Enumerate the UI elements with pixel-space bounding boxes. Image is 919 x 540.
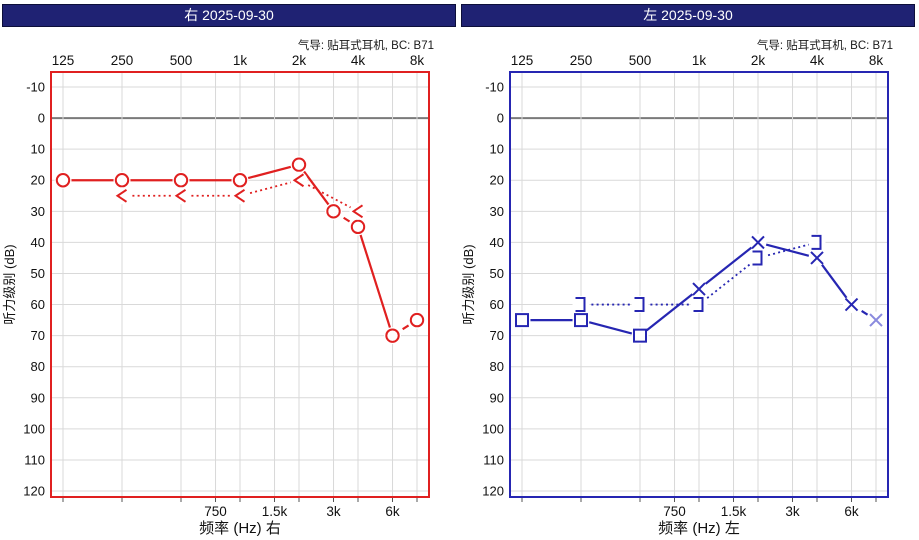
top-freq-label: 250 [570, 53, 593, 68]
x-axis-title: 频率 (Hz) 右 [199, 520, 281, 536]
audiogram-panel-left-ear: 左 2025-09-30 气导: 贴耳式耳机, BC: B71 -10 0 10 20… [461, 4, 915, 536]
grid [510, 72, 888, 502]
y-tick-label: 70 [31, 328, 45, 343]
bottom-freq-label: 1.5k [721, 504, 747, 519]
y-tick-label: 80 [490, 359, 504, 374]
air-conduction-right-markers [54, 156, 426, 345]
y-tick-label: 50 [490, 266, 504, 281]
top-freq-label: 4k [810, 53, 825, 68]
panel-title: 左 2025-09-30 [643, 7, 733, 23]
top-freq-label: 2k [292, 53, 307, 68]
grid [51, 72, 429, 502]
top-freq-label: 8k [869, 53, 884, 68]
air-conduction-left-markers [513, 233, 885, 345]
bottom-freq-label: 1.5k [262, 504, 288, 519]
transducer-info: 气导: 贴耳式耳机, BC: B71 [756, 40, 893, 52]
transducer-info: 气导: 贴耳式耳机, BC: B71 [297, 40, 434, 52]
bottom-freq-label: 3k [326, 504, 341, 519]
y-tick-label: -10 [26, 80, 45, 95]
bottom-freq-label: 6k [385, 504, 400, 519]
top-freq-label: 125 [52, 53, 75, 68]
bottom-freq-label: 6k [844, 504, 859, 519]
panel-title: 右 2025-09-30 [184, 7, 274, 23]
y-tick-label: 60 [490, 297, 504, 312]
panel-title-bar: 左 2025-09-30 [461, 4, 915, 27]
top-freq-label: 4k [351, 53, 366, 68]
y-tick-label: 10 [31, 142, 45, 157]
top-freq-label: 500 [629, 53, 652, 68]
bottom-freq-label: 750 [204, 504, 227, 519]
bone-conduction-right-line [122, 179, 359, 213]
y-tick-label: 0 [38, 111, 45, 126]
y-tick-label: 50 [31, 266, 45, 281]
y-tick-label: 40 [31, 235, 45, 250]
y-tick-label: 40 [490, 235, 504, 250]
y-tick-label: 90 [490, 390, 504, 405]
y-tick-label: 120 [23, 484, 45, 499]
y-tick-label: 30 [31, 204, 45, 219]
y-axis-title: 听力级别 (dB) [461, 244, 476, 324]
y-tick-label: 120 [482, 484, 504, 499]
y-tick-label: 60 [31, 297, 45, 312]
x-axis-title: 频率 (Hz) 左 [658, 520, 740, 536]
y-tick-label: 70 [490, 328, 504, 343]
bone-conduction-left-line [581, 241, 818, 306]
panel-title-bar: 右 2025-09-30 [2, 4, 456, 27]
top-freq-label: 8k [410, 53, 425, 68]
top-freq-label: 125 [511, 53, 534, 68]
bottom-freq-label: 750 [663, 504, 686, 519]
bottom-freq-label: 3k [785, 504, 800, 519]
audiogram-panel-right-ear: 右 2025-09-30 气导: 贴耳式耳机, BC: B71 -10 0 10 20… [2, 4, 456, 536]
y-tick-label: 10 [490, 142, 504, 157]
audiogram-chart-left-ear: -10 0 10 20 30 40 50 60 70 80 90 100 110 120 125 250 500… [461, 53, 889, 536]
y-tick-label: 90 [31, 390, 45, 405]
y-axis-title: 听力级别 (dB) [2, 244, 17, 324]
y-tick-label: 100 [482, 421, 504, 436]
top-freq-label: 250 [111, 53, 134, 68]
top-freq-label: 1k [233, 53, 248, 68]
y-tick-label: 80 [31, 359, 45, 374]
top-freq-label: 2k [751, 53, 766, 68]
y-tick-label: 20 [31, 173, 45, 188]
y-tick-label: 30 [490, 204, 504, 219]
y-tick-label: 0 [497, 111, 504, 126]
y-tick-label: 110 [483, 452, 504, 467]
plot-border [509, 71, 889, 498]
top-freq-label: 1k [692, 53, 707, 68]
y-tick-label: 110 [24, 452, 45, 467]
bone-conduction-left-markers [572, 233, 826, 314]
y-tick-label: 20 [490, 173, 504, 188]
plot-border [50, 71, 430, 498]
y-tick-label: 100 [23, 421, 45, 436]
audiogram-chart-right-ear: -10 0 10 20 30 40 50 60 70 80 90 100 110 120 125 250 500… [2, 53, 430, 536]
top-freq-label: 500 [170, 53, 193, 68]
y-tick-label: -10 [485, 80, 504, 95]
bone-conduction-right-markers [113, 171, 367, 220]
